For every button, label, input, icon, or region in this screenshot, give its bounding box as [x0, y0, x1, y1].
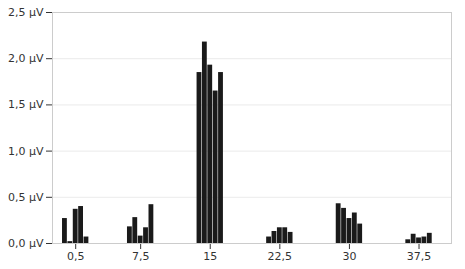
- svg-text:22,5: 22,5: [268, 250, 293, 263]
- svg-text:0,0 μV: 0,0 μV: [8, 237, 44, 250]
- svg-text:15: 15: [203, 250, 217, 263]
- svg-text:2,5 μV: 2,5 μV: [8, 6, 44, 19]
- svg-text:37,5: 37,5: [407, 250, 432, 263]
- svg-text:2,0 μV: 2,0 μV: [8, 52, 44, 65]
- svg-text:0,5 μV: 0,5 μV: [8, 191, 44, 204]
- svg-text:30: 30: [342, 250, 356, 263]
- svg-text:7,5: 7,5: [132, 250, 150, 263]
- svg-text:1,5 μV: 1,5 μV: [8, 98, 44, 111]
- svg-text:0,5: 0,5: [67, 250, 85, 263]
- svg-text:1,0 μV: 1,0 μV: [8, 145, 44, 158]
